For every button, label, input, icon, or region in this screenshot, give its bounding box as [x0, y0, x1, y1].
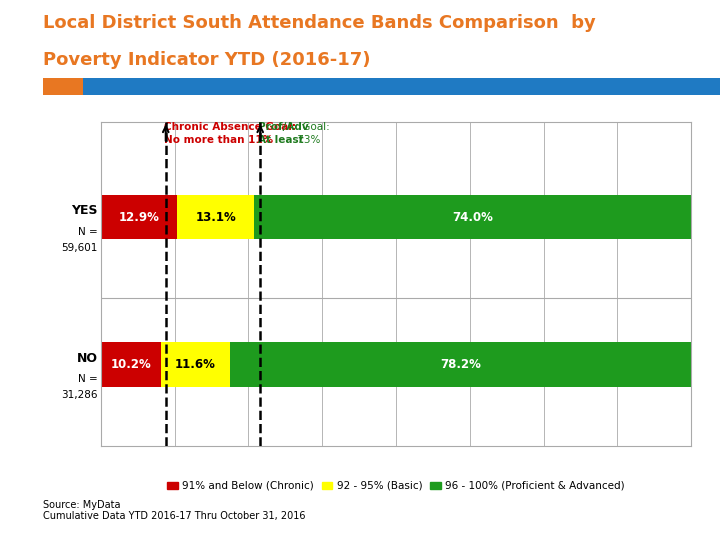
- Text: Source: MyData
Cumulative Data YTD 2016-17 Thru October 31, 2016: Source: MyData Cumulative Data YTD 2016-…: [43, 500, 306, 521]
- Bar: [101, 195, 177, 239]
- Text: N =: N =: [78, 374, 98, 384]
- Legend: 91% and Below (Chronic), 92 - 95% (Basic), 96 - 100% (Proficient & Advanced): 91% and Below (Chronic), 92 - 95% (Basic…: [163, 477, 629, 495]
- Text: 74.0%: 74.0%: [452, 211, 493, 224]
- Text: Prof/Adv: Prof/Adv: [258, 122, 309, 132]
- Text: No more than 11%: No more than 11%: [164, 135, 273, 145]
- Text: N =: N =: [78, 227, 98, 237]
- Text: Goal:: Goal:: [299, 122, 329, 132]
- Bar: [230, 342, 691, 387]
- Text: NO: NO: [77, 352, 98, 365]
- Text: Poverty Indicator YTD (2016-17): Poverty Indicator YTD (2016-17): [43, 51, 371, 69]
- Bar: [101, 342, 161, 387]
- Text: Local District South Attendance Bands Comparison  by: Local District South Attendance Bands Co…: [43, 14, 596, 31]
- Text: YES: YES: [71, 204, 98, 217]
- Text: 59,601: 59,601: [61, 243, 98, 253]
- Text: 78.2%: 78.2%: [440, 358, 481, 371]
- Bar: [254, 195, 691, 239]
- Text: 73%: 73%: [294, 135, 321, 145]
- Text: 12.9%: 12.9%: [119, 211, 159, 224]
- Text: 13.1%: 13.1%: [195, 211, 236, 224]
- Text: 31,286: 31,286: [61, 390, 98, 400]
- Text: 10.2%: 10.2%: [111, 358, 151, 371]
- Text: 11.6%: 11.6%: [175, 358, 216, 371]
- Bar: [161, 342, 230, 387]
- Text: At least: At least: [258, 135, 304, 145]
- Text: Chronic Absence Goal:: Chronic Absence Goal:: [164, 122, 296, 132]
- Bar: [177, 195, 254, 239]
